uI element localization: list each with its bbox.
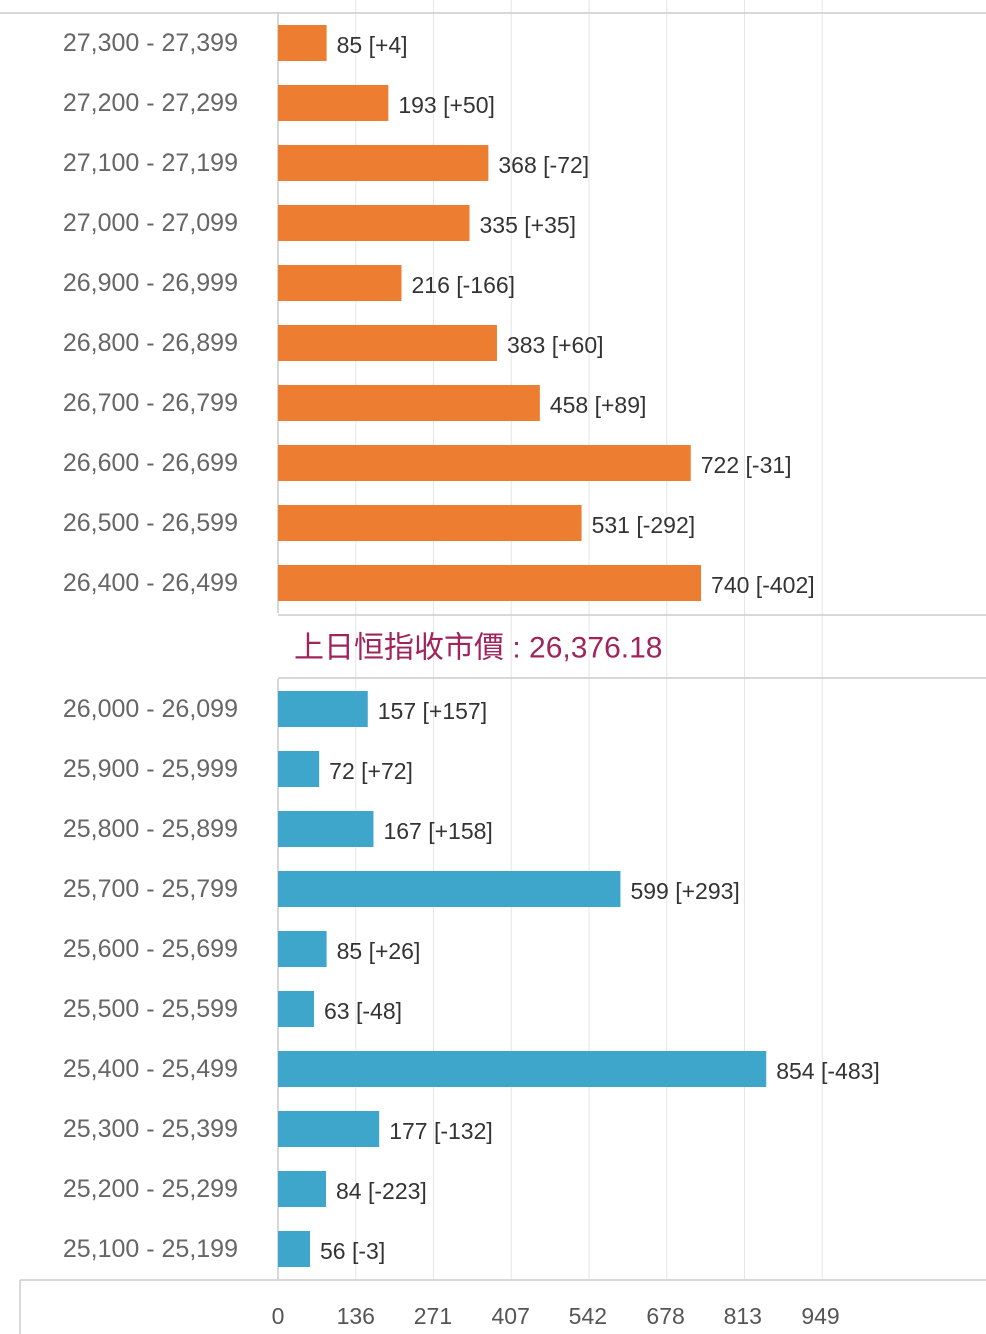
lower-value-label-8: 84 [-223] bbox=[336, 1178, 427, 1204]
upper-bar-5 bbox=[278, 325, 497, 361]
lower-category-label-1: 25,900 - 25,999 bbox=[63, 755, 238, 783]
upper-category-label-8: 26,500 - 26,599 bbox=[63, 509, 238, 537]
upper-value-label-2: 368 [-72] bbox=[498, 152, 589, 178]
bars bbox=[278, 25, 767, 1267]
lower-value-label-5: 63 [-48] bbox=[324, 998, 402, 1024]
x-tick-label-1: 136 bbox=[337, 1303, 375, 1329]
lower-bar-6 bbox=[278, 1051, 767, 1087]
x-tick-label-6: 813 bbox=[724, 1303, 762, 1329]
lower-bar-2 bbox=[278, 811, 374, 847]
upper-value-label-1: 193 [+50] bbox=[398, 92, 495, 118]
lower-bar-8 bbox=[278, 1171, 327, 1207]
lower-category-label-2: 25,800 - 25,899 bbox=[63, 815, 238, 843]
lower-value-label-6: 854 [-483] bbox=[776, 1058, 880, 1084]
upper-value-label-0: 85 [+4] bbox=[337, 32, 408, 58]
lower-category-label-8: 25,200 - 25,299 bbox=[63, 1175, 238, 1203]
upper-bar-3 bbox=[278, 205, 470, 241]
lower-category-label-5: 25,500 - 25,599 bbox=[63, 995, 238, 1023]
lower-bar-9 bbox=[278, 1231, 311, 1267]
previous-close-label: 上日恒指收市價 : 26,376.18 bbox=[294, 632, 662, 665]
upper-category-label-2: 27,100 - 27,199 bbox=[63, 149, 238, 177]
upper-category-label-6: 26,700 - 26,799 bbox=[63, 389, 238, 417]
lower-category-label-3: 25,700 - 25,799 bbox=[63, 875, 238, 903]
lower-category-label-6: 25,400 - 25,499 bbox=[63, 1055, 238, 1083]
lower-bar-7 bbox=[278, 1111, 380, 1147]
lower-bar-3 bbox=[278, 871, 621, 907]
lower-category-label-7: 25,300 - 25,399 bbox=[63, 1115, 238, 1143]
lower-value-label-2: 167 [+158] bbox=[383, 818, 492, 844]
x-tick-label-3: 407 bbox=[491, 1303, 529, 1329]
lower-value-label-3: 599 [+293] bbox=[630, 878, 739, 904]
lower-bar-0 bbox=[278, 691, 368, 727]
upper-category-label-1: 27,200 - 27,299 bbox=[63, 89, 238, 117]
upper-value-label-7: 722 [-31] bbox=[701, 452, 792, 478]
lower-value-label-7: 177 [-132] bbox=[389, 1118, 493, 1144]
upper-bar-2 bbox=[278, 145, 489, 181]
upper-bar-9 bbox=[278, 565, 702, 601]
x-axis-tick-labels: 0 136 271 407 542 678 813 949 bbox=[272, 1303, 840, 1329]
lower-bar-5 bbox=[278, 991, 315, 1027]
x-tick-label-5: 678 bbox=[646, 1303, 684, 1329]
x-tick-label-7: 949 bbox=[801, 1303, 839, 1329]
lower-value-label-4: 85 [+26] bbox=[337, 938, 421, 964]
x-tick-label-0: 0 bbox=[272, 1303, 285, 1329]
upper-value-label-8: 531 [-292] bbox=[592, 512, 696, 538]
x-tick-label-4: 542 bbox=[569, 1303, 607, 1329]
upper-value-label-3: 335 [+35] bbox=[480, 212, 577, 238]
upper-category-label-9: 26,400 - 26,499 bbox=[63, 569, 238, 597]
category-labels: 27,300 - 27,399 27,200 - 27,299 27,100 - 2… bbox=[63, 29, 238, 1263]
upper-bar-1 bbox=[278, 85, 389, 121]
upper-category-label-4: 26,900 - 26,999 bbox=[63, 269, 238, 297]
upper-value-label-5: 383 [+60] bbox=[507, 332, 604, 358]
upper-bar-4 bbox=[278, 265, 402, 301]
lower-category-label-4: 25,600 - 25,699 bbox=[63, 935, 238, 963]
upper-category-label-0: 27,300 - 27,399 bbox=[63, 29, 238, 57]
upper-value-label-9: 740 [-402] bbox=[711, 572, 815, 598]
lower-value-label-0: 157 [+157] bbox=[378, 698, 487, 724]
upper-value-label-6: 458 [+89] bbox=[550, 392, 647, 418]
x-tick-label-2: 271 bbox=[414, 1303, 452, 1329]
upper-bar-6 bbox=[278, 385, 540, 421]
upper-category-label-3: 27,000 - 27,099 bbox=[63, 209, 238, 237]
upper-bar-8 bbox=[278, 505, 582, 541]
upper-value-label-4: 216 [-166] bbox=[411, 272, 515, 298]
lower-value-label-1: 72 [+72] bbox=[329, 758, 413, 784]
value-labels: 85 [+4] 193 [+50] 368 [-72] 335 [+35] 216 [-… bbox=[320, 32, 880, 1264]
lower-bar-4 bbox=[278, 931, 327, 967]
upper-category-label-7: 26,600 - 26,699 bbox=[63, 449, 238, 477]
lower-value-label-9: 56 [-3] bbox=[320, 1238, 385, 1264]
upper-category-label-5: 26,800 - 26,899 bbox=[63, 329, 238, 357]
lower-bar-1 bbox=[278, 751, 320, 787]
lower-category-label-0: 26,000 - 26,099 bbox=[63, 695, 238, 723]
upper-bar-7 bbox=[278, 445, 691, 481]
upper-bar-0 bbox=[278, 25, 327, 61]
lower-category-label-9: 25,100 - 25,199 bbox=[63, 1235, 238, 1263]
